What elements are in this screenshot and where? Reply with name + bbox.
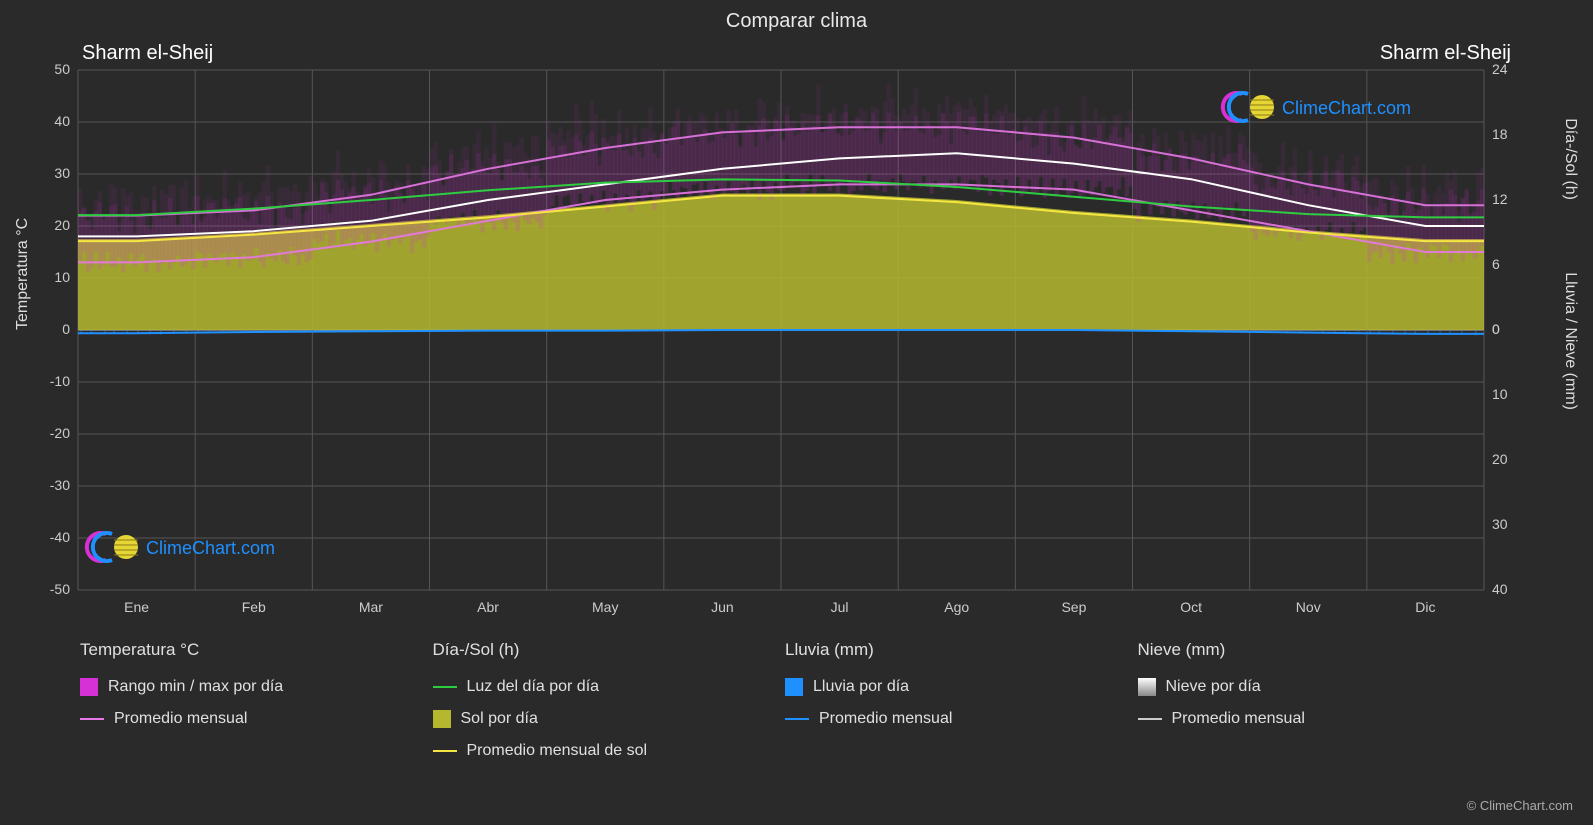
legend-snow-daily: Nieve por día bbox=[1138, 678, 1481, 696]
svg-text:Mar: Mar bbox=[359, 599, 383, 615]
legend-snow-avg-label: Promedio mensual bbox=[1172, 710, 1305, 728]
svg-text:May: May bbox=[592, 599, 618, 615]
legend-col-snow: Nieve (mm) Nieve por día Promedio mensua… bbox=[1138, 640, 1481, 760]
legend-rain-header: Lluvia (mm) bbox=[785, 640, 1128, 660]
svg-text:30: 30 bbox=[54, 165, 70, 181]
legend-rain-daily-label: Lluvia por día bbox=[813, 678, 909, 696]
svg-text:0: 0 bbox=[1492, 321, 1500, 337]
svg-text:10: 10 bbox=[54, 269, 70, 285]
y-axis-right-bottom-label: Lluvia / Nieve (mm) bbox=[1561, 272, 1579, 410]
legend-rain-avg: Promedio mensual bbox=[785, 710, 1128, 728]
swatch-snow-icon bbox=[1138, 678, 1156, 696]
legend-temp-range-label: Rango min / max por día bbox=[108, 678, 283, 696]
svg-text:24: 24 bbox=[1492, 61, 1508, 77]
svg-text:12: 12 bbox=[1492, 191, 1508, 207]
svg-text:Abr: Abr bbox=[477, 599, 499, 615]
swatch-sun-avg-icon bbox=[433, 750, 457, 752]
svg-text:ClimeChart.com: ClimeChart.com bbox=[146, 538, 275, 558]
legend-sun-label: Sol por día bbox=[461, 710, 538, 728]
swatch-temp-range-icon bbox=[80, 678, 98, 696]
svg-text:Ago: Ago bbox=[944, 599, 969, 615]
swatch-snow-avg-icon bbox=[1138, 718, 1162, 720]
legend-col-rain: Lluvia (mm) Lluvia por día Promedio mens… bbox=[785, 640, 1128, 760]
legend: Temperatura °C Rango min / max por día P… bbox=[80, 640, 1480, 760]
legend-col-temp: Temperatura °C Rango min / max por día P… bbox=[80, 640, 423, 760]
legend-snow-avg: Promedio mensual bbox=[1138, 710, 1481, 728]
svg-text:-30: -30 bbox=[50, 477, 70, 493]
svg-text:40: 40 bbox=[1492, 581, 1508, 597]
svg-text:6: 6 bbox=[1492, 256, 1500, 272]
swatch-rain-avg-icon bbox=[785, 718, 809, 720]
legend-snow-header: Nieve (mm) bbox=[1138, 640, 1481, 660]
svg-text:Ene: Ene bbox=[124, 599, 149, 615]
legend-temp-avg-label: Promedio mensual bbox=[114, 710, 247, 728]
climate-chart-container: Comparar clima Sharm el-Sheij Sharm el-S… bbox=[0, 0, 1593, 825]
chart-plot-area: -50-40-30-20-100102030405006121824010203… bbox=[78, 70, 1484, 590]
svg-text:Jul: Jul bbox=[831, 599, 849, 615]
legend-temp-avg: Promedio mensual bbox=[80, 710, 423, 728]
svg-text:18: 18 bbox=[1492, 126, 1508, 142]
swatch-temp-avg-icon bbox=[80, 718, 104, 720]
svg-text:Feb: Feb bbox=[242, 599, 266, 615]
legend-temp-range: Rango min / max por día bbox=[80, 678, 423, 696]
copyright-text: © ClimeChart.com bbox=[1467, 798, 1573, 813]
svg-text:Dic: Dic bbox=[1415, 599, 1435, 615]
legend-sun-avg: Promedio mensual de sol bbox=[433, 742, 776, 760]
legend-daylight: Luz del día por día bbox=[433, 678, 776, 696]
legend-sun: Sol por día bbox=[433, 710, 776, 728]
svg-text:Oct: Oct bbox=[1180, 599, 1202, 615]
svg-text:-10: -10 bbox=[50, 373, 70, 389]
svg-text:20: 20 bbox=[1492, 451, 1508, 467]
svg-text:Sep: Sep bbox=[1061, 599, 1086, 615]
swatch-sun-icon bbox=[433, 710, 451, 728]
svg-text:50: 50 bbox=[54, 61, 70, 77]
svg-text:0: 0 bbox=[62, 321, 70, 337]
swatch-daylight-icon bbox=[433, 686, 457, 688]
svg-text:10: 10 bbox=[1492, 386, 1508, 402]
y-axis-left-label: Temperatura °C bbox=[14, 218, 32, 330]
svg-text:40: 40 bbox=[54, 113, 70, 129]
legend-rain-daily: Lluvia por día bbox=[785, 678, 1128, 696]
svg-text:-50: -50 bbox=[50, 581, 70, 597]
swatch-rain-icon bbox=[785, 678, 803, 696]
legend-snow-daily-label: Nieve por día bbox=[1166, 678, 1261, 696]
legend-daylight-label: Luz del día por día bbox=[467, 678, 600, 696]
svg-text:ClimeChart.com: ClimeChart.com bbox=[1282, 98, 1411, 118]
svg-text:20: 20 bbox=[54, 217, 70, 233]
svg-text:Nov: Nov bbox=[1296, 599, 1321, 615]
legend-temp-header: Temperatura °C bbox=[80, 640, 423, 660]
y-axis-right-top-label: Día-/Sol (h) bbox=[1561, 118, 1579, 200]
legend-col-daysun: Día-/Sol (h) Luz del día por día Sol por… bbox=[433, 640, 776, 760]
svg-text:-40: -40 bbox=[50, 529, 70, 545]
chart-title: Comparar clima bbox=[0, 0, 1593, 33]
location-label-left: Sharm el-Sheij bbox=[82, 42, 213, 65]
svg-text:Jun: Jun bbox=[711, 599, 734, 615]
svg-text:-20: -20 bbox=[50, 425, 70, 441]
legend-daysun-header: Día-/Sol (h) bbox=[433, 640, 776, 660]
legend-sun-avg-label: Promedio mensual de sol bbox=[467, 742, 648, 760]
legend-rain-avg-label: Promedio mensual bbox=[819, 710, 952, 728]
svg-text:30: 30 bbox=[1492, 516, 1508, 532]
